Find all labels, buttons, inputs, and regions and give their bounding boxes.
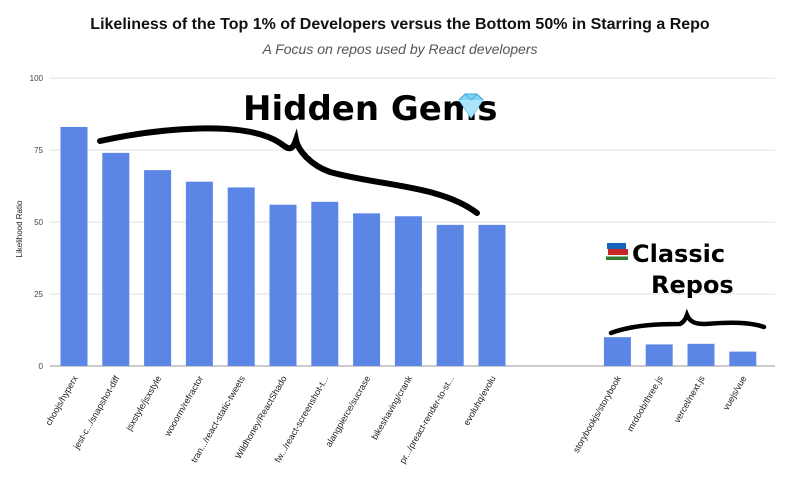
bar bbox=[687, 343, 715, 366]
gem-icon bbox=[458, 93, 484, 119]
classic-repos-brace bbox=[608, 308, 767, 336]
y-tick-label: 0 bbox=[39, 362, 44, 371]
x-tick-label: vuejs/vue bbox=[721, 374, 749, 412]
x-tick-label: vercel/next.js bbox=[672, 374, 707, 425]
bar bbox=[144, 170, 172, 366]
bar bbox=[436, 224, 464, 366]
bar bbox=[102, 152, 130, 366]
bar bbox=[478, 224, 506, 366]
chart-title: Likeliness of the Top 1% of Developers v… bbox=[90, 16, 710, 33]
y-tick-label: 25 bbox=[34, 290, 43, 299]
repos-label: Repos bbox=[651, 271, 734, 299]
bar bbox=[729, 351, 757, 366]
bar bbox=[394, 216, 422, 366]
y-tick-label: 75 bbox=[34, 146, 43, 155]
y-axis-ticks: 0 25 50 75 100 bbox=[30, 74, 44, 371]
chart-subtitle: A Focus on repos used by React developer… bbox=[262, 41, 538, 57]
bar bbox=[311, 201, 339, 366]
bar bbox=[185, 181, 213, 366]
bar bbox=[645, 344, 673, 366]
bars bbox=[60, 126, 757, 367]
x-tick-label: alangpierce/sucrase bbox=[323, 374, 372, 449]
y-tick-label: 50 bbox=[34, 218, 43, 227]
y-tick-label: 100 bbox=[30, 74, 44, 83]
books-icon bbox=[606, 243, 628, 260]
bar bbox=[603, 337, 631, 366]
y-axis-label: Likelihood Ratio bbox=[15, 200, 24, 257]
bar bbox=[227, 187, 255, 366]
x-tick-label: choojs/hyperx bbox=[43, 374, 80, 428]
x-tick-label: jest-c.../snapshot-diff bbox=[71, 374, 122, 452]
x-tick-label: evoluhq/evolu bbox=[461, 374, 497, 427]
x-tick-label: wooorm/refractor bbox=[162, 374, 205, 439]
x-tick-label: mrdoob/three.js bbox=[625, 374, 665, 434]
x-tick-label: storybookjs/storybook bbox=[571, 374, 623, 455]
bar bbox=[60, 126, 88, 367]
classic-label: Classic bbox=[632, 240, 725, 268]
bar bbox=[353, 213, 381, 366]
bar bbox=[269, 204, 297, 366]
hidden-gems-brace bbox=[97, 125, 480, 216]
x-tick-label: bikeshaving/crank bbox=[369, 374, 414, 442]
hidden-gems-label: Hidden Gems bbox=[243, 89, 498, 129]
x-tick-label: jsxstyle/jsxstyle bbox=[123, 374, 163, 433]
